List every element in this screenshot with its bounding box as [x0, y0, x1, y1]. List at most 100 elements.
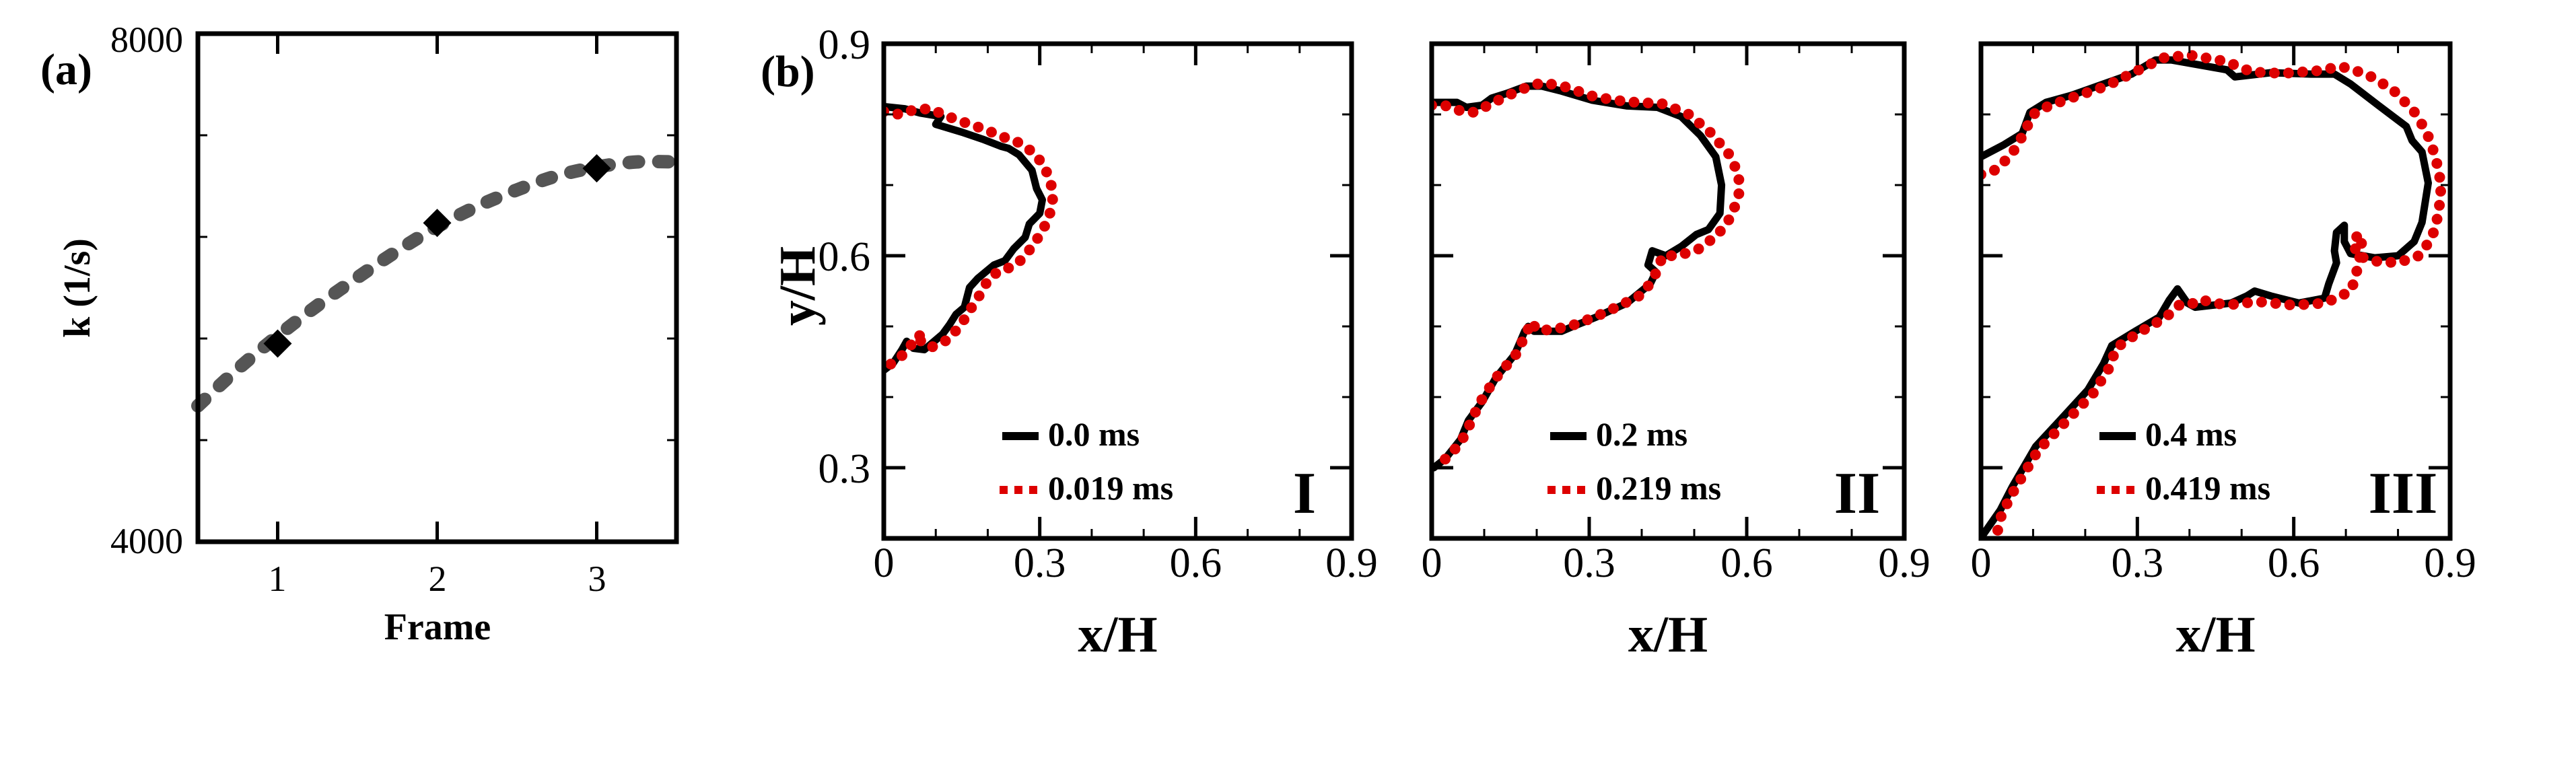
contour-dot	[959, 314, 970, 326]
contour-dot	[1650, 268, 1661, 279]
contour-dot	[959, 117, 971, 129]
contour-dot	[1999, 155, 2011, 167]
contour-dot	[1729, 161, 1741, 172]
contour-0-0-ms	[884, 102, 1046, 374]
contour-dot	[1506, 88, 1517, 100]
contour-dot	[2087, 388, 2099, 399]
contour-dot	[2001, 498, 2013, 509]
contour-dot	[1024, 144, 1035, 155]
y-tick-label-4000: 4000	[110, 521, 183, 561]
x-tick-label: 0	[1422, 540, 1442, 586]
contour-dot	[2399, 96, 2410, 108]
legend-label: 0.019 ms	[1048, 469, 1173, 507]
x-tick-label: 0	[874, 540, 895, 586]
contour-marks	[1432, 78, 1745, 472]
contour-dot	[2356, 238, 2367, 249]
contour-dot	[2023, 461, 2034, 472]
legend-swatch-dot	[1029, 486, 1037, 494]
contour-dot	[1704, 127, 1716, 138]
contour-dot	[2354, 252, 2365, 263]
contour-dot	[1642, 97, 1654, 108]
contour-dot	[2054, 96, 2066, 108]
legend-label: 0.219 ms	[1596, 469, 1721, 507]
contour-dot	[1484, 382, 1495, 394]
contour-dot	[1523, 324, 1534, 335]
contour-dot	[2173, 299, 2185, 311]
contour-dot	[2256, 296, 2267, 308]
contour-dot	[2120, 71, 2132, 82]
x-tick-label: 0.3	[2112, 540, 2164, 586]
y-tick-label: 0.6	[819, 234, 871, 280]
contour-dot	[2151, 317, 2163, 328]
contour-dot	[2159, 52, 2170, 63]
contour-0-219-ms	[1432, 78, 1745, 465]
contour-dot	[2200, 52, 2212, 64]
plot-frame	[881, 41, 1354, 541]
contour-dot	[1694, 118, 1705, 129]
contour-dot	[2095, 376, 2107, 387]
contour-dot	[1995, 511, 2007, 522]
contour-dot	[1989, 164, 2000, 176]
contour-dot	[973, 290, 985, 301]
contour-dot	[1733, 188, 1745, 199]
contour-dot	[1587, 90, 1598, 102]
panel-label-b: (b)	[761, 47, 815, 96]
contour-dot	[2347, 279, 2359, 291]
contour-dot	[2215, 55, 2226, 66]
legend: 0.0 ms 0.019 ms	[1000, 415, 1173, 507]
contour-dot	[1034, 154, 1045, 166]
contour-dot	[2095, 82, 2106, 94]
contour-dot	[1012, 137, 1024, 148]
contour-dot	[2186, 50, 2198, 61]
legend-label: 0.4 ms	[2145, 415, 2237, 453]
contour-dot	[1440, 100, 1451, 112]
x-tick-label: 0.9	[2424, 540, 2476, 586]
contour-dot	[2434, 200, 2445, 211]
contour-dot	[2416, 118, 2427, 130]
contour-dot	[1449, 443, 1461, 455]
contour-dot	[1541, 324, 1552, 336]
contour-dot	[2068, 408, 2079, 419]
x-tick-label: 0.3	[1014, 540, 1066, 586]
contour-dot	[1600, 93, 1611, 104]
contour-dot	[1492, 370, 1503, 382]
panel-b-I: 0 0.3 0.6 0.9 0.3 0.6 0.9 x/H 0.0 ms 0.019 ms I	[819, 22, 1378, 663]
contour-dot	[2386, 256, 2397, 268]
contour-0-2-ms	[1432, 82, 1726, 472]
contour-dot	[1517, 336, 1528, 348]
contour-dot	[1510, 349, 1521, 360]
contour-dot	[2284, 299, 2295, 310]
contour-dot	[1560, 81, 1571, 93]
contour-dot	[1501, 359, 1512, 371]
panel-numeral: II	[1834, 461, 1881, 526]
contour-dot	[1032, 233, 1043, 244]
contour-dot	[966, 302, 977, 314]
data-point-frame-3	[582, 154, 611, 183]
contour-dot	[1003, 262, 1014, 274]
contour-dot	[2338, 289, 2350, 300]
contour-dot	[1657, 98, 1668, 110]
contour-dot	[1620, 297, 1632, 308]
contour-dot	[1555, 322, 1566, 334]
contour-dot	[905, 339, 917, 351]
contour-dot	[1683, 108, 1694, 120]
contour-dot	[1024, 244, 1035, 256]
contour-dot	[2029, 108, 2040, 119]
x-tick-label: 0	[1971, 540, 1992, 586]
contour-dot	[2421, 240, 2433, 251]
contour-dot	[1047, 194, 1058, 205]
x-tick-label: 0.3	[1563, 540, 1615, 586]
contour-dot	[1568, 319, 1580, 330]
legend-swatch-dot	[2097, 486, 2105, 494]
x-axis-label-frame: Frame	[384, 606, 491, 648]
contour-dot	[2241, 64, 2252, 75]
contour-dot	[2015, 133, 2027, 144]
y-axis-label-k: k (1/s)	[57, 238, 98, 338]
contour-dot	[1476, 394, 1488, 405]
contour-dot	[1014, 255, 1026, 266]
x-tick-label: 0.9	[1878, 540, 1930, 586]
panel-numeral: I	[1293, 461, 1316, 526]
contour-dot	[1607, 303, 1619, 314]
contour-dot	[1039, 221, 1050, 232]
